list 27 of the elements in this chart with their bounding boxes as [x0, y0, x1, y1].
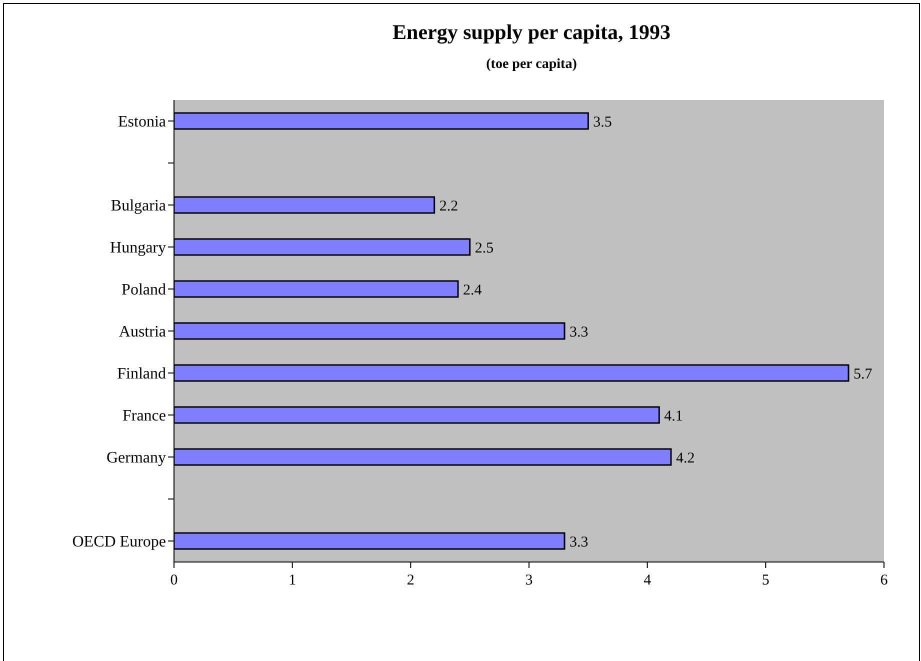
data-label: 5.7	[854, 366, 873, 382]
data-label: 2.4	[463, 282, 482, 298]
y-tick-label: Bulgaria	[110, 198, 166, 215]
data-label: 2.2	[439, 198, 458, 214]
data-label: 3.3	[570, 534, 588, 550]
x-tick-label: 2	[406, 572, 414, 589]
x-tick-label: 4	[644, 572, 652, 589]
chart-title: Energy supply per capita, 1993	[392, 20, 672, 45]
y-tick-label: Poland	[122, 282, 166, 299]
y-tick-label: France	[122, 408, 166, 425]
data-label: 4.1	[664, 408, 683, 424]
y-tick-label: Germany	[106, 450, 166, 467]
x-tick-label: 6	[880, 572, 888, 589]
y-tick-label: Austria	[118, 324, 166, 341]
x-tick-label: 5	[762, 572, 770, 589]
x-tick-label: 0	[170, 572, 178, 589]
y-tick-label: Finland	[117, 366, 166, 383]
x-tick-label: 1	[288, 572, 296, 589]
y-tick-label: OECD Europe	[72, 534, 166, 551]
y-tick-label: Estonia	[118, 114, 166, 131]
data-label: 4.2	[676, 450, 695, 466]
chart-subtitle: (toe per capita)	[485, 57, 578, 73]
data-label: 3.3	[570, 324, 588, 340]
x-tick-label: 3	[525, 572, 533, 589]
data-label: 2.5	[474, 240, 494, 256]
data-label: 3.5	[593, 114, 612, 130]
y-tick-label: Hungary	[110, 240, 166, 257]
